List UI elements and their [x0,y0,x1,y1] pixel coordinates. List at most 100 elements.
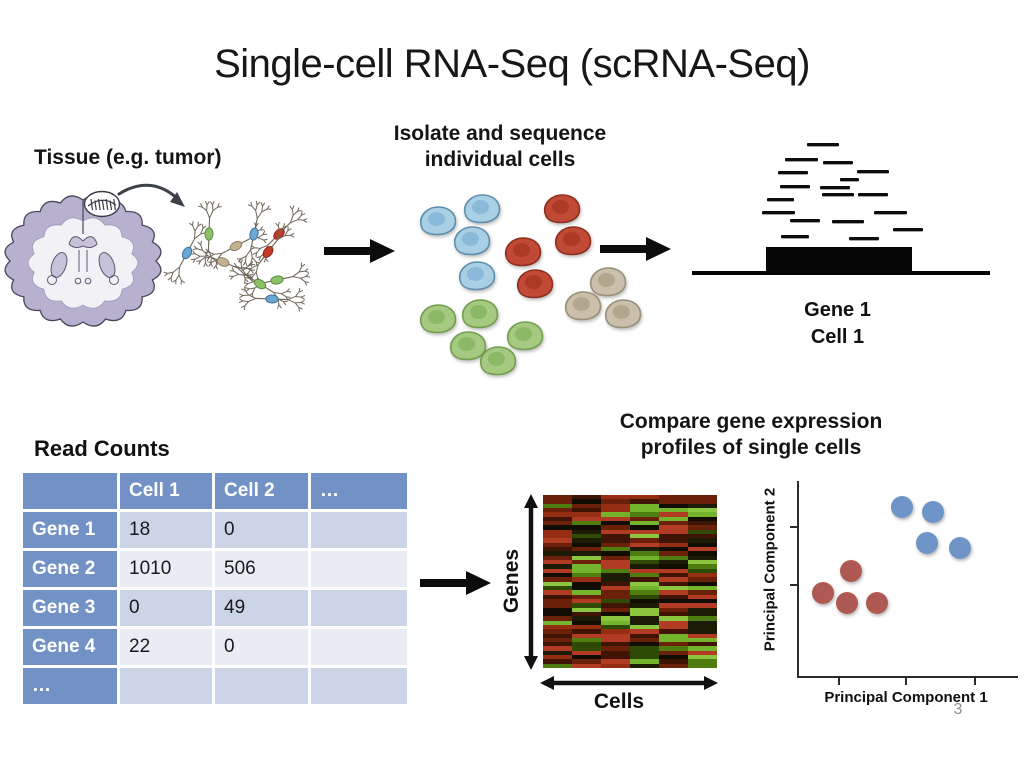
pca-x-axis-label: Principal Component 1 [824,689,988,706]
arrow-right-icon [420,571,491,595]
cluster-red-point [840,560,862,582]
sequencing-read [858,193,888,197]
green-cell [479,346,517,376]
table-cell [311,668,407,704]
table-cell: 49 [215,590,308,626]
sequencing-read [820,186,850,190]
gene-cell-label: Gene 1 Cell 1 [765,297,910,351]
sequencing-read [823,161,853,165]
tan-cell [604,299,642,329]
table-cell: 0 [215,629,308,665]
sequencing-read [785,158,818,162]
sequencing-read [807,143,839,147]
blue-cell [458,261,496,291]
table-cell [215,668,308,704]
table-row: Gene 2 1010 506 [23,551,407,587]
read-counts-table: Cell 1 Cell 2… Gene 1 18 0 Gene 2 1010 506 Gene… [20,470,410,707]
isolate-label: Isolate and sequence individual cells [355,121,645,173]
table-cell [120,668,212,704]
page-number: 3 [953,701,963,718]
cells-axis-arrow-icon [540,676,718,690]
table-row: Gene 1 18 0 [23,512,407,548]
magnifier-circle-icon [83,190,121,218]
read-pileup-diagram [692,143,990,275]
cluster-blue-point [891,496,913,518]
compare-label: Compare gene expression profiles of sing… [570,409,932,461]
sequencing-read [780,185,810,189]
table-cell [311,590,407,626]
green-cell [506,321,544,351]
sequencing-read [840,178,859,182]
column-header: Cell 2 [215,473,308,509]
gene1-label: Gene 1 [804,299,871,321]
table-cell: 22 [120,629,212,665]
arrow-right-icon [600,237,671,261]
table-cell [311,551,407,587]
cells-axis-label: Cells [593,690,645,713]
neuron-soma-blue [265,294,279,304]
table-header-row: Cell 1 Cell 2… [23,473,407,509]
sequencing-read [893,228,923,232]
column-header: Cell 1 [120,473,212,509]
gene-body [766,247,912,273]
cluster-blue-point [916,532,938,554]
table-cell: 0 [215,512,308,548]
sequencing-read [781,235,809,239]
blue-cell [453,226,491,256]
heatmap-column [601,495,630,669]
sequencing-read [790,219,820,223]
cluster-blue-point [949,537,971,559]
sequencing-read [778,171,808,175]
pca-y-tick [790,526,797,528]
green-cell [449,331,487,361]
table-cell: 18 [120,512,212,548]
tissue-illustration [4,183,311,327]
neuron-soma-blue [181,246,193,260]
arrow-right-icon [324,239,395,263]
red-cell [504,237,542,267]
expression-heatmap [543,495,717,669]
blue-cell [463,194,501,224]
red-cell [543,194,581,224]
pca-y-axis-label: Principal Component 2 [761,487,779,652]
table-cell: 506 [215,551,308,587]
red-cell [516,269,554,299]
neuron-soma-tan [216,257,230,267]
tan-cell [564,291,602,321]
cell1-label: Cell 1 [810,326,865,348]
pca-x-tick [905,678,907,685]
table-row: Gene 3 0 49 [23,590,407,626]
cell-cluster [419,194,642,376]
pca-y-axis [797,481,799,678]
read-counts-title: Read Counts [34,436,170,461]
table-row: … [23,668,407,704]
cluster-red-point [866,592,888,614]
row-label: … [23,668,117,704]
sequencing-read [767,198,794,202]
cluster-blue-point [922,501,944,523]
pca-x-axis [797,676,1018,678]
heatmap-column [630,495,659,669]
isolate-label-line2: individual cells [424,148,576,171]
red-cell [554,226,592,256]
row-label: Gene 2 [23,551,117,587]
sequencing-read [822,193,854,197]
tissue-label: Tissue (e.g. tumor) [34,146,222,169]
table-cell [311,629,407,665]
neuron-soma-green [270,275,284,285]
cluster-red-point [836,592,858,614]
sequencing-read [849,237,879,241]
heatmap-column [572,495,601,669]
heatmap-column [543,495,572,669]
column-header: … [311,473,407,509]
sequencing-read [857,170,889,174]
genes-axis-arrow-icon [524,494,538,670]
green-cell [419,304,457,334]
blue-cell [419,206,457,236]
slide-title: Single-cell RNA-Seq (scRNA-Seq) [214,42,810,86]
heatmap-column [659,495,688,669]
heatmap-column [688,495,717,669]
neuron-soma-blue [249,227,259,241]
neuron-soma-red [262,246,274,258]
